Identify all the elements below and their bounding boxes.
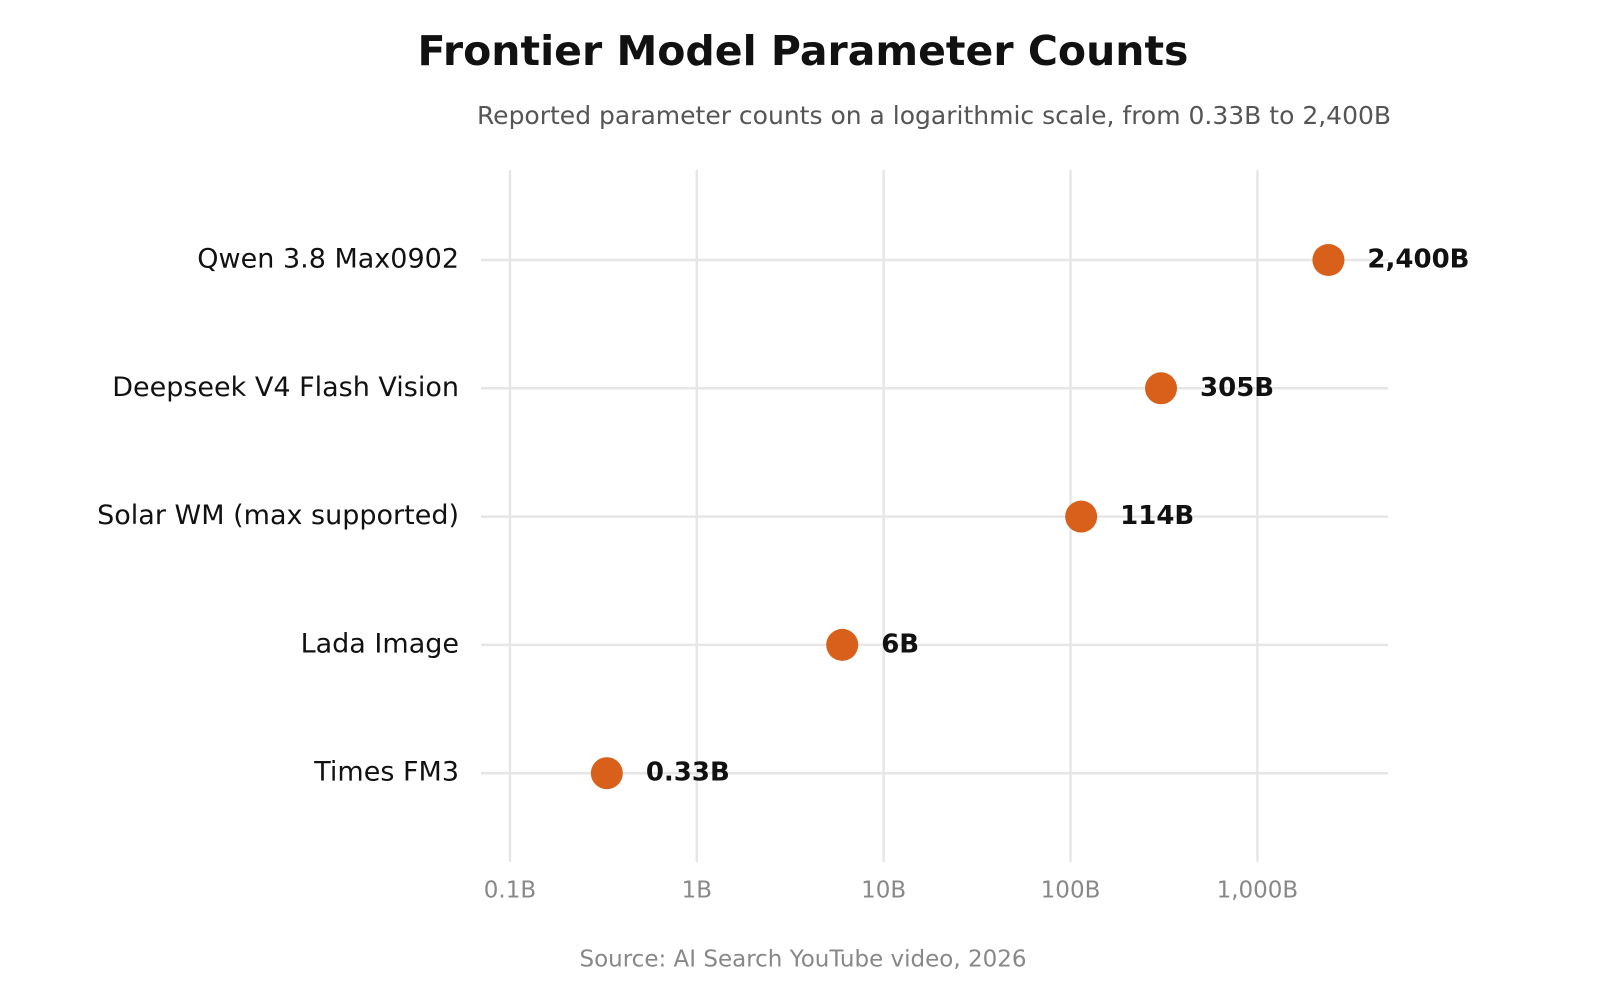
dot — [826, 628, 859, 661]
y-tick-label: Times FM3 — [313, 757, 459, 788]
x-tick-label: 10B — [861, 878, 906, 904]
value-label: 2,400B — [1367, 245, 1469, 275]
dot — [590, 757, 623, 790]
x-tick-label: 1B — [682, 878, 712, 904]
x-tick-label: 100B — [1041, 878, 1101, 904]
value-label: 114B — [1120, 501, 1194, 531]
chart-subtitle: Reported parameter counts on a logarithm… — [477, 101, 1391, 130]
dot — [1065, 500, 1098, 533]
value-label: 0.33B — [646, 758, 730, 788]
y-tick-label: Qwen 3.8 Max0902 — [197, 244, 459, 275]
dot — [1312, 244, 1345, 276]
value-label: 6B — [881, 629, 919, 659]
x-tick-label: 1,000B — [1217, 878, 1299, 904]
y-tick-label: Solar WM (max supported) — [97, 500, 459, 531]
y-tick-label: Lada Image — [301, 628, 459, 659]
chart-title: Frontier Model Parameter Counts — [418, 27, 1189, 75]
value-label: 305B — [1200, 373, 1274, 403]
source-note: Source: AI Search YouTube video, 2026 — [579, 947, 1026, 973]
y-tick-label: Deepseek V4 Flash Vision — [112, 372, 459, 403]
x-tick-label: 0.1B — [484, 878, 536, 904]
dot — [1145, 372, 1178, 405]
